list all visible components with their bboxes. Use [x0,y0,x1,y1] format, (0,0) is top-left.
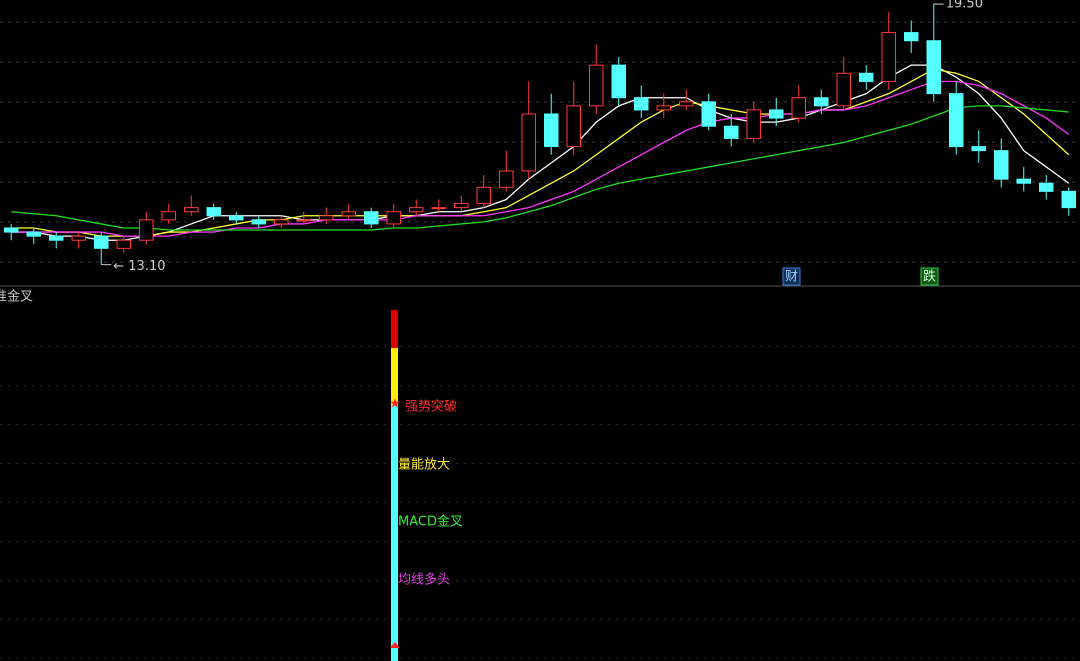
candle-body [521,113,536,172]
candle-body [1016,178,1031,184]
candle-body [26,231,41,237]
candle-body [184,207,199,213]
candle-body [926,40,941,95]
candle-body [229,215,244,221]
candle-body [4,227,19,233]
marker-box [782,267,801,286]
candle-body [1061,190,1076,209]
candle-body [859,72,874,82]
candle-body [634,97,649,111]
candle-body [251,219,266,225]
candle-body [49,235,64,241]
ma-line [11,80,1070,237]
candle-body [454,203,469,209]
ma-line [11,68,1070,237]
signal-bar [391,405,398,661]
candle-body [409,207,424,213]
candle-body [364,211,379,225]
candle-body [904,32,919,42]
signal-bar [391,310,398,348]
candle-body [814,97,829,107]
ma-line [11,105,1069,231]
candle-body [71,235,86,241]
candle-body [679,101,694,107]
candle-body [139,219,154,241]
star: ★ [389,397,401,412]
grid [0,308,1080,661]
signal-label: 量能放大 [398,458,450,473]
marker: 跌 [923,269,936,285]
candle-body [206,207,221,217]
candle-body [656,105,671,111]
candle-body [769,109,784,119]
candle-body [791,97,806,119]
candle-body [94,235,109,249]
candle-body [611,64,626,99]
candle-body [386,211,401,225]
candle-body [836,72,851,107]
candle-body [1039,182,1054,192]
candle-body [319,215,334,221]
indicator-title: 准金叉 [0,289,33,305]
grid [0,0,1080,285]
candle-body [724,125,739,139]
candle-body [746,109,761,139]
candle-body [296,219,311,222]
candle-body [544,113,559,148]
candle-body [566,105,581,148]
candle-body [949,93,964,148]
marker-box [920,267,939,286]
candle-body [161,211,176,221]
candle-body [476,186,491,205]
annotation: 19.50 [946,0,983,12]
candle-body [499,170,514,188]
candle-body [274,219,289,225]
candle-body [701,101,716,127]
price-panel: 19.50 ← 13.10 [4,0,1076,274]
annotation: ← 13.10 [113,259,165,274]
marker: 财 [785,270,798,285]
arrow [390,642,400,648]
candle-body [994,150,1009,180]
candle-body [116,239,131,249]
signal-bar [391,348,398,405]
signal-label: MACD金叉 [398,514,463,530]
candle-body [971,146,986,152]
candle-body [589,64,604,107]
signal-label: 均线多头 [398,572,450,588]
candle-body [431,207,446,210]
candle-body [881,32,896,82]
candle-body [341,211,356,217]
signal-label: 强势突破 [405,399,457,415]
